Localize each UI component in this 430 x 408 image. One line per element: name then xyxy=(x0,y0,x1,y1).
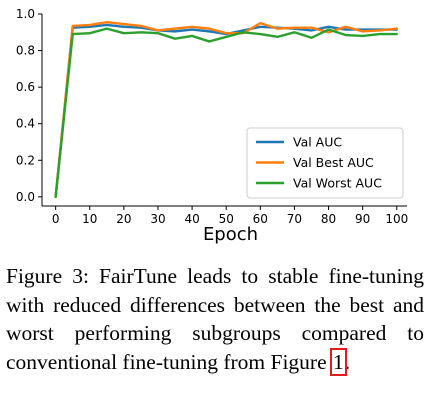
legend-label: Val AUC xyxy=(293,135,342,150)
x-tick-label: 60 xyxy=(253,212,268,226)
series-line-val-best-auc xyxy=(54,21,398,199)
x-tick-label: 10 xyxy=(82,212,97,226)
x-tick-label: 50 xyxy=(219,212,234,226)
x-tick-label: 40 xyxy=(184,212,199,226)
x-tick-label: 20 xyxy=(116,212,131,226)
y-tick-label: 0.2 xyxy=(16,153,35,167)
x-tick-label: 80 xyxy=(321,212,336,226)
series-line-val-worst-auc xyxy=(54,27,398,199)
x-tick-label: 70 xyxy=(287,212,302,226)
caption-end: . xyxy=(344,349,351,374)
y-tick-label: 0.8 xyxy=(16,44,35,58)
x-tick-label: 30 xyxy=(150,212,165,226)
chart-area: 0 10 20 30 40 50 60 70 80 90 100 0.0 0.2 0.4 0.6 0.8 1.0… xyxy=(16,7,408,245)
x-tick-label: 100 xyxy=(385,212,408,226)
y-tick-label: 0.4 xyxy=(16,117,35,131)
legend-label: Val Worst AUC xyxy=(293,176,382,191)
y-tick-label: 1.0 xyxy=(16,7,35,21)
legend-box xyxy=(246,127,404,199)
x-axis-title: Epoch xyxy=(203,224,258,245)
figure-caption: Figure 3: FairTune leads to stable fine-… xyxy=(6,262,424,376)
figure-reference-link[interactable]: 1 xyxy=(330,347,347,376)
line-chart: 0 10 20 30 40 50 60 70 80 90 100 0.0 0.2 0.4 0.6 0.8 1.0… xyxy=(16,7,408,245)
y-tick-label: 0.0 xyxy=(16,190,35,204)
x-tick-label: 0 xyxy=(52,212,60,226)
x-tick-label: 90 xyxy=(355,212,370,226)
caption-text: Figure 3: FairTune leads to stable fine-… xyxy=(6,264,424,374)
legend-label: Val Best AUC xyxy=(293,155,374,170)
y-tick-label: 0.6 xyxy=(16,80,35,94)
